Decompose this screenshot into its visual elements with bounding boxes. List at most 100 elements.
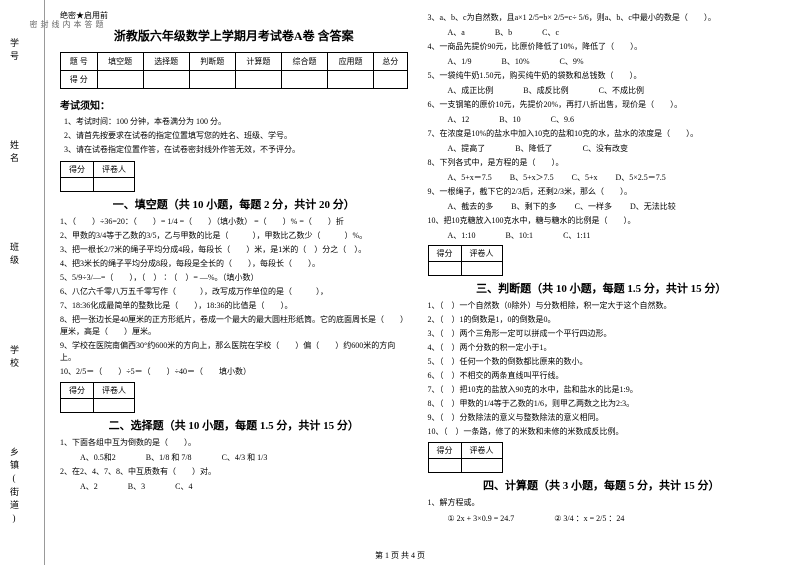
- judge-q: 1、（ ）一个自然数（0除外）与分数相除，积一定大于这个自然数。: [428, 300, 776, 312]
- seal-marker: 答: [83, 20, 94, 540]
- seal-marker: 线: [50, 20, 61, 540]
- fill-q: 7、18:36化成最简单的整数比是（ ），18:36的比值是（ ）。: [60, 300, 408, 312]
- choice-q: 1、下面各组中互为倒数的是（ ）。: [60, 437, 408, 449]
- section-2-title: 二、选择题（共 10 小题，每题 1.5 分，共计 15 分）: [60, 417, 408, 433]
- score-cell: 应用题: [328, 53, 374, 71]
- choice-opt: A、1:10: [448, 230, 476, 241]
- score-cell: [235, 71, 281, 89]
- choice-q: 10、把10克糖放入100克水中，糖与糖水的比例是（ ）。: [428, 215, 776, 227]
- fill-q: 9、学校在医院南偏西30°约600米的方向上，那么医院在学校（ ）偏（ ）约60…: [60, 340, 408, 364]
- choice-opt: A、提高了: [448, 143, 486, 154]
- choice-opt: C、4: [175, 481, 192, 492]
- fill-q: 6、八亿六千零八万五千零写作（ ），改写成万作单位的是（ ），: [60, 286, 408, 298]
- choice-opt: B、3: [128, 481, 145, 492]
- notice-item: 1、考试时间：100 分钟，本卷满分为 100 分。: [64, 116, 408, 127]
- score-table: 题 号 填空题 选择题 判断题 计算题 综合题 应用题 总分 得 分: [60, 52, 408, 89]
- choice-opt: A、a: [448, 27, 465, 38]
- seal-marker: 内: [61, 20, 72, 540]
- choice-q: 8、下列各式中，是方程的是（ ）。: [428, 157, 776, 169]
- fill-q: 3、把一根长2/7米的绳子平均分成4段，每段长（ ）米，是1米的（ ）分之（ ）…: [60, 244, 408, 256]
- choice-opt: C、c: [542, 27, 559, 38]
- margin-label: 乡镇(街道): [8, 447, 21, 527]
- seal-marker: 密: [28, 20, 39, 540]
- choice-opt: C、1:11: [563, 230, 590, 241]
- seal-marker: 题: [94, 20, 105, 540]
- choice-q: 4、一商品先提价90元，比原价降低了10%，降低了（ ）。: [428, 41, 776, 53]
- choice-opt: B、10:1: [506, 230, 534, 241]
- score-cell: [143, 71, 189, 89]
- sec-score-cell: 得分: [428, 443, 461, 459]
- choice-opt: D、5×2.5＝7.5: [616, 172, 666, 183]
- choice-opt: C、9%: [560, 56, 584, 67]
- notice-list: 1、考试时间：100 分钟，本卷满分为 100 分。 2、请首先按要求在试卷的指…: [64, 116, 408, 155]
- margin-label: 姓名: [8, 140, 21, 166]
- choice-opt: A、1/9: [448, 56, 472, 67]
- choice-opt: C、9.6: [551, 114, 574, 125]
- seal-marker: 封: [39, 20, 50, 540]
- section-3-title: 三、判断题（共 10 小题，每题 1.5 分，共计 15 分）: [428, 280, 776, 296]
- choice-q: 2、在2、4、7、8、中互质数有（ ）对。: [60, 466, 408, 478]
- fill-q: 4、把3米长的绳子平均分成8段，每段是全长的（ ），每段长（ ）。: [60, 258, 408, 270]
- judge-q: 10、（ ）一条路，修了的米数和未修的米数成反比例。: [428, 426, 776, 438]
- page-footer: 第 1 页 共 4 页: [0, 550, 800, 561]
- choice-q: 3、a、b、c为自然数，且a×1 2/5=b× 2/5=c÷ 5/6，则a、b、…: [428, 12, 776, 24]
- score-cell: [189, 71, 235, 89]
- choice-opt: C、5+x: [572, 172, 598, 183]
- choice-opt: B、剩下的多: [511, 201, 556, 212]
- seal-marker: 本: [72, 20, 83, 540]
- score-cell: [328, 71, 374, 89]
- judge-q: 6、（ ）不相交的两条直线叫平行线。: [428, 370, 776, 382]
- judge-q: 8、（ ）甲数的1/4等于乙数的1/6，则甲乙两数之比为2:3。: [428, 398, 776, 410]
- section-score-table: 得分评卷人: [428, 442, 503, 473]
- notice-item: 2、请首先按要求在试卷的指定位置填写您的姓名、班级、学号。: [64, 130, 408, 141]
- section-4-title: 四、计算题（共 3 小题，每题 5 分，共计 15 分）: [428, 477, 776, 493]
- score-cell: 综合题: [281, 53, 327, 71]
- fill-q: 10、2/5＝（ ）÷5＝（ ）÷40＝（ 填小数）: [60, 366, 408, 378]
- judge-q: 9、（ ）分数除法的意义与整数除法的意义相同。: [428, 412, 776, 424]
- notice-item: 3、请在试卷指定位置作答，在试卷密封线外作答无效，不予评分。: [64, 144, 408, 155]
- choice-q: 6、一支钢笔的原价10元，先提价20%，再打八折出售，现价是（ ）。: [428, 99, 776, 111]
- sec-score-cell: 评卷人: [461, 246, 502, 262]
- calc-q: 1、解方程或。: [428, 497, 776, 509]
- choice-opt: A、12: [448, 114, 470, 125]
- choice-opt: C、一样多: [575, 201, 612, 212]
- score-cell: 总分: [374, 53, 407, 71]
- choice-opt: C、不成比例: [599, 85, 644, 96]
- choice-opt: B、b: [495, 27, 512, 38]
- fill-q: 5、5/9÷3/—=（ ），（ ）∶（ ）= —%。（填小数）: [60, 272, 408, 284]
- judge-q: 5、（ ）任何一个数的倒数都比原来的数小。: [428, 356, 776, 368]
- margin-label: 班级: [8, 242, 21, 268]
- fill-q: 8、把一张边长是40厘米的正方形纸片，卷成一个最大的最大圆柱形纸筒。它的底面周长…: [60, 314, 408, 338]
- score-cell: 判断题: [189, 53, 235, 71]
- exam-title: 浙教版六年级数学上学期月考试卷A卷 含答案: [60, 27, 408, 44]
- choice-opt: B、1/8 和 7/8: [146, 452, 192, 463]
- fill-q: 2、甲数的3/4等于乙数的3/5，乙与甲数的比是（ ），甲数比乙数少（ ）%。: [60, 230, 408, 242]
- choice-q: 9、一根绳子，截下它的2/3后，还剩2/3米，那么（ ）。: [428, 186, 776, 198]
- margin-label: 学号: [8, 38, 21, 64]
- choice-opt: B、10%: [502, 56, 530, 67]
- section-score-table: 得分评卷人: [428, 245, 503, 276]
- choice-opt: C、没有改变: [583, 143, 628, 154]
- score-cell: [281, 71, 327, 89]
- choice-opt: B、成反比例: [523, 85, 568, 96]
- choice-opt: D、无法比较: [630, 201, 676, 212]
- choice-opt: A、截去的多: [448, 201, 494, 212]
- secret-label: 绝密★启用前: [60, 10, 408, 21]
- choice-q: 7、在浓度是10%的盐水中加入10克的盐和10克的水，盐水的浓度是（ ）。: [428, 128, 776, 140]
- score-cell: [374, 71, 407, 89]
- judge-q: 2、（ ）1的倒数是1，0的倒数是0。: [428, 314, 776, 326]
- choice-opt: A、5+x＝7.5: [448, 172, 492, 183]
- choice-opt: A、成正比例: [448, 85, 494, 96]
- sec-score-cell: 评卷人: [461, 443, 502, 459]
- choice-opt: B、降低了: [515, 143, 552, 154]
- calc-expr: ② 3/4 ：x = 2/5 ：24: [554, 513, 624, 525]
- sec-score-cell: 得分: [428, 246, 461, 262]
- choice-q: 5、一袋纯牛奶1.50元，购买纯牛奶的袋数和总钱数（ ）。: [428, 70, 776, 82]
- notice-header: 考试须知：: [60, 97, 408, 112]
- choice-opt: B、10: [499, 114, 520, 125]
- calc-expr: ① 2x + 3×0.9 = 24.7: [448, 513, 515, 525]
- judge-q: 3、（ ）两个三角形一定可以拼成一个平行四边形。: [428, 328, 776, 340]
- judge-q: 7、（ ）把10克的盐放入90克的水中，盐和盐水的比是1:9。: [428, 384, 776, 396]
- score-cell: 选择题: [143, 53, 189, 71]
- fill-q: 1、（ ）÷36=20：（ ）= 1/4 =（ ）（填小数） =（ ）% =（ …: [60, 216, 408, 228]
